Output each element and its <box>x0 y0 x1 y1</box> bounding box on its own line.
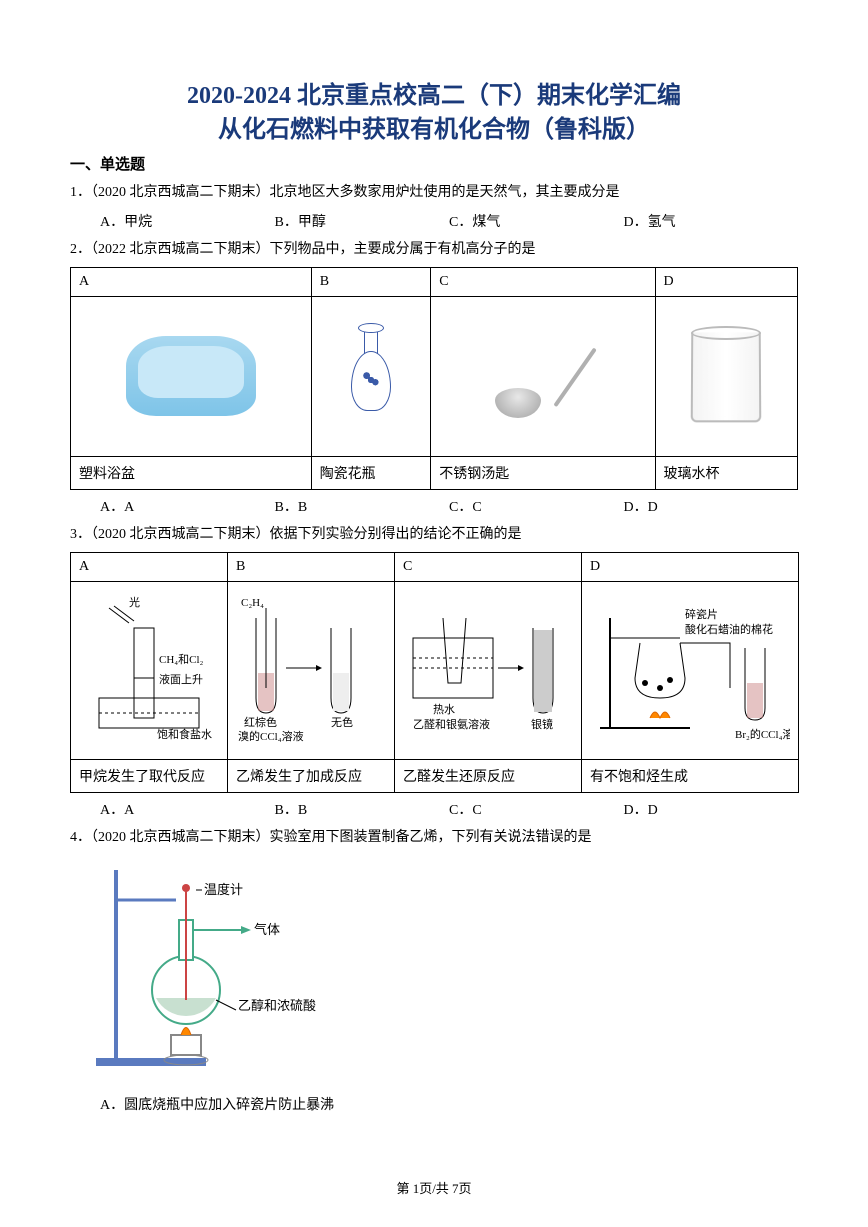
exp-d-diagram: 碎瓷片 酸化石蜡油的棉花 Br₂的CCl₄溶液 <box>590 588 790 748</box>
q2-cap-a: 塑料浴盆 <box>71 456 312 489</box>
question-1: 1．（2020 北京西城高二下期末）北京地区大多数家用炉灶使用的是天然气，其主要… <box>70 182 798 204</box>
q2-h-a: A <box>71 267 312 296</box>
vase-icon <box>346 321 396 431</box>
svg-text:Br₂的CCl₄溶液: Br₂的CCl₄溶液 <box>735 727 790 741</box>
section-heading: 一、单选题 <box>70 153 798 174</box>
q2-opt-b: B．B <box>275 496 450 516</box>
q2-cap-c: 不锈钢汤匙 <box>431 456 655 489</box>
exp-b-diagram: C₂H₄ 红棕色 无色 溴的CCl₄溶液 <box>236 588 386 748</box>
svg-text:溴的CCl₄溶液: 溴的CCl₄溶液 <box>238 729 304 743</box>
q2-opt-d: D．D <box>624 496 799 516</box>
q2-options: A．A B．B C．C D．D <box>70 496 798 516</box>
q3-con-b: 乙烯发生了加成反应 <box>228 760 395 793</box>
tub-icon <box>126 336 256 416</box>
q1-options: A．甲烷 B．甲醇 C．煤气 D．氢气 <box>70 211 798 231</box>
q3-options: A．A B．B C．C D．D <box>70 799 798 819</box>
q3-con-d: 有不饱和烃生成 <box>582 760 799 793</box>
q2-img-d <box>655 296 797 456</box>
q3-exp-d: 碎瓷片 酸化石蜡油的棉花 Br₂的CCl₄溶液 <box>582 582 799 760</box>
svg-text:乙醛和银氨溶液: 乙醛和银氨溶液 <box>413 717 490 731</box>
ladle-icon <box>483 326 603 426</box>
svg-text:C₂H₄: C₂H₄ <box>241 597 264 609</box>
q4-apparatus: 温度计 气体 乙醇和浓硫酸 <box>86 860 798 1085</box>
q3-opt-b: B．B <box>275 799 450 819</box>
svg-text:热水: 热水 <box>433 703 455 716</box>
svg-text:红棕色: 红棕色 <box>244 715 277 729</box>
svg-text:温度计: 温度计 <box>204 882 243 897</box>
q1-opt-a: A．甲烷 <box>100 211 275 231</box>
q2-cap-d: 玻璃水杯 <box>655 456 797 489</box>
question-3: 3．（2020 北京西城高二下期末）依据下列实验分别得出的结论不正确的是 <box>70 524 798 546</box>
q1-opt-d: D．氢气 <box>624 211 799 231</box>
q2-opt-c: C．C <box>449 496 624 516</box>
q1-opt-b: B．甲醇 <box>275 211 450 231</box>
q3-con-c: 乙醛发生还原反应 <box>395 760 582 793</box>
svg-text:光: 光 <box>129 595 140 609</box>
svg-text:乙醇和浓硫酸: 乙醇和浓硫酸 <box>238 998 316 1013</box>
q2-cap-b: 陶瓷花瓶 <box>311 456 431 489</box>
title-sub: 从化石燃料中获取有机化合物（鲁科版） <box>70 114 798 148</box>
q4-opt-a: A．圆底烧瓶中应加入碎瓷片防止暴沸 <box>70 1095 798 1117</box>
q3-exp-b: C₂H₄ 红棕色 无色 溴的CCl₄溶液 <box>228 582 395 760</box>
q3-exp-c: 热水 乙醛和银氨溶液 银镜 <box>395 582 582 760</box>
q2-h-b: B <box>311 267 431 296</box>
q2-h-c: C <box>431 267 655 296</box>
q3-opt-c: C．C <box>449 799 624 819</box>
q3-h-d: D <box>582 553 799 582</box>
q3-exp-a: 光 CH₄和Cl₂ 液面上升 饱和食盐水 <box>71 582 228 760</box>
svg-text:银镜: 银镜 <box>531 717 553 731</box>
svg-text:液面上升: 液面上升 <box>159 672 203 686</box>
svg-text:酸化石蜡油的棉花: 酸化石蜡油的棉花 <box>685 622 773 636</box>
q2-table: A B C D 塑料浴盆 陶瓷花瓶 不锈钢汤匙 玻璃水杯 <box>70 267 798 490</box>
svg-text:饱和食盐水: 饱和食盐水 <box>157 727 212 741</box>
svg-text:气体: 气体 <box>254 922 280 937</box>
q2-img-b <box>311 296 431 456</box>
q1-opt-c: C．煤气 <box>449 211 624 231</box>
question-4: 4．（2020 北京西城高二下期末）实验室用下图装置制备乙烯，下列有关说法错误的… <box>70 827 798 849</box>
q3-opt-d: D．D <box>624 799 799 819</box>
q3-opt-a: A．A <box>100 799 275 819</box>
exp-a-diagram: 光 CH₄和Cl₂ 液面上升 饱和食盐水 <box>79 588 219 748</box>
q2-img-a <box>71 296 312 456</box>
exp-c-diagram: 热水 乙醛和银氨溶液 银镜 <box>403 588 573 748</box>
page-footer: 第 1页/共 7页 <box>0 1178 868 1197</box>
q3-con-a: 甲烷发生了取代反应 <box>71 760 228 793</box>
question-2: 2．（2022 北京西城高二下期末）下列物品中，主要成分属于有机高分子的是 <box>70 239 798 261</box>
q3-h-c: C <box>395 553 582 582</box>
q3-h-a: A <box>71 553 228 582</box>
q3-h-b: B <box>228 553 395 582</box>
q2-opt-a: A．A <box>100 496 275 516</box>
glass-icon <box>691 326 761 426</box>
q2-img-c <box>431 296 655 456</box>
q3-table: A B C D 光 CH₄和Cl₂ 液面上升 饱和食盐水 <box>70 552 799 793</box>
svg-text:CH₄和Cl₂: CH₄和Cl₂ <box>159 653 204 666</box>
q2-h-d: D <box>655 267 797 296</box>
title-main: 2020-2024 北京重点校高二（下）期末化学汇编 <box>70 80 798 114</box>
ethylene-apparatus-diagram: 温度计 气体 乙醇和浓硫酸 <box>86 860 326 1080</box>
svg-text:无色: 无色 <box>331 715 353 729</box>
svg-text:碎瓷片: 碎瓷片 <box>685 607 718 621</box>
